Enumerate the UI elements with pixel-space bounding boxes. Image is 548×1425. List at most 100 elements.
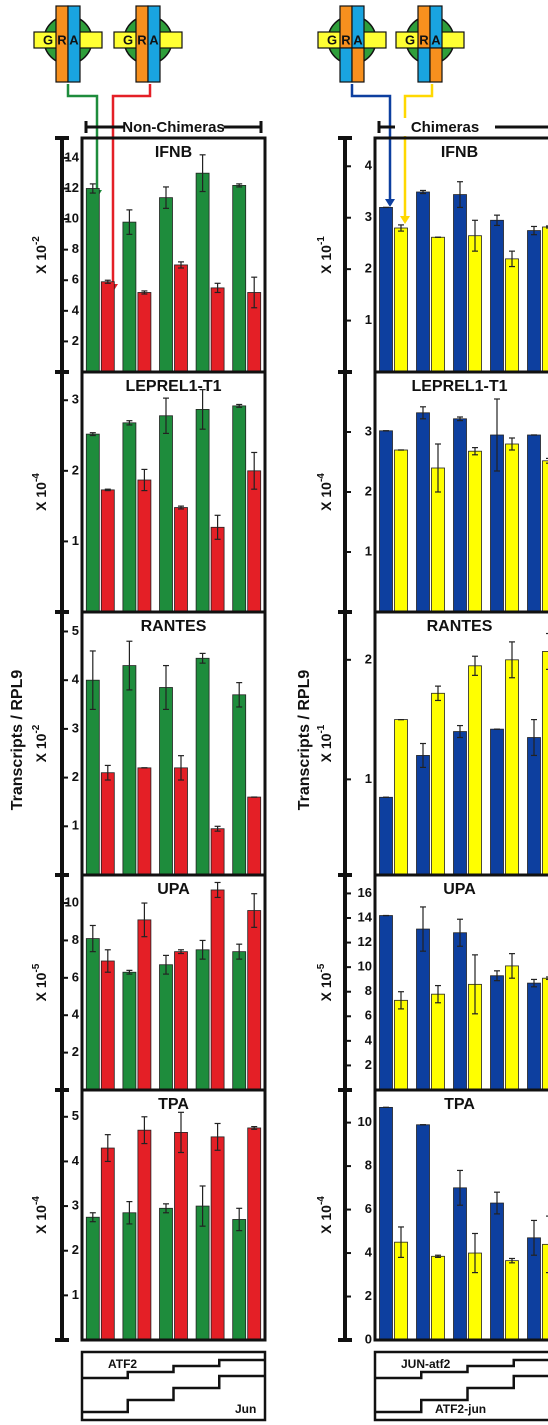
- y-label-exponent: -5: [316, 963, 327, 972]
- y-tick-label: 3: [365, 209, 372, 224]
- y-tick-label: 1: [72, 533, 79, 548]
- bar: [211, 288, 224, 372]
- y-tick-label: 3: [365, 423, 372, 438]
- y-label-exponent: -2: [31, 236, 42, 245]
- bar: [123, 423, 136, 612]
- bar: [454, 933, 467, 1090]
- bar: [123, 1213, 136, 1340]
- y-tick-label: 12: [358, 934, 372, 949]
- bar: [454, 195, 467, 372]
- construct-icons: GRAGRAGRAGRA: [34, 6, 464, 82]
- bar: [417, 413, 430, 612]
- bar: [101, 773, 114, 875]
- bar: [86, 1217, 99, 1340]
- bar: [417, 192, 430, 372]
- y-label-exponent: -5: [31, 963, 42, 972]
- bar: [248, 797, 261, 875]
- icon-letter: G: [405, 32, 415, 47]
- bar: [138, 292, 151, 372]
- y-tick-label: 2: [365, 1057, 372, 1072]
- y-tick-label: 2: [72, 333, 79, 348]
- y-label-exponent: -1: [316, 236, 327, 245]
- icon-strand: [418, 48, 430, 82]
- icon-letter: A: [353, 32, 363, 47]
- y-tick-label: 1: [72, 818, 79, 833]
- bar: [196, 950, 209, 1090]
- y-label-exponent: -4: [31, 473, 42, 482]
- y-tick-label: 2: [72, 1242, 79, 1257]
- y-axis-label: X 10-5: [316, 963, 334, 1001]
- y-tick-label: 14: [65, 149, 80, 164]
- y-tick-label: 4: [72, 1007, 80, 1022]
- icon-letter: R: [137, 32, 147, 47]
- icon-strand: [352, 48, 364, 82]
- bar: [175, 952, 188, 1090]
- y-tick-label: 5: [72, 623, 79, 638]
- y-tick-label: 10: [358, 1114, 372, 1129]
- y-tick-label: 4: [72, 302, 80, 317]
- y-tick-label: 2: [72, 769, 79, 784]
- icon-letter: A: [431, 32, 441, 47]
- y-tick-label: 8: [365, 1158, 372, 1173]
- bar: [491, 976, 504, 1090]
- bar: [543, 978, 548, 1090]
- y-label-base: X 10: [318, 972, 334, 1001]
- bar: [160, 1208, 173, 1340]
- bar: [175, 508, 188, 612]
- y-axis-label: X 10-1: [316, 724, 334, 762]
- y-tick-label: 4: [365, 1244, 373, 1259]
- y-tick-label: 6: [72, 272, 79, 287]
- y-label-base: X 10: [318, 1205, 334, 1234]
- bar: [491, 729, 504, 875]
- y-axis-label: X 10-2: [31, 724, 49, 762]
- bar: [138, 480, 151, 612]
- y-tick-label: 14: [358, 909, 373, 924]
- panel-title: RANTES: [427, 618, 493, 635]
- bar: [380, 207, 393, 372]
- bar: [543, 227, 548, 372]
- icon-letter: R: [341, 32, 351, 47]
- y-tick-label: 1: [365, 312, 372, 327]
- y-tick-label: 4: [72, 672, 80, 687]
- bar: [380, 916, 393, 1090]
- y-axis-label: X 10-4: [316, 1196, 334, 1234]
- bar: [432, 237, 445, 372]
- y-tick-label: 6: [365, 1008, 372, 1023]
- bar: [101, 1148, 114, 1340]
- bar: [160, 687, 173, 875]
- bar: [528, 983, 541, 1090]
- bar: [233, 695, 246, 875]
- bar: [211, 890, 224, 1090]
- bar: [175, 265, 188, 372]
- y-label-exponent: -1: [316, 724, 327, 733]
- bar: [528, 231, 541, 372]
- icon-letter: G: [327, 32, 337, 47]
- bar: [506, 660, 519, 875]
- bar: [123, 666, 136, 875]
- y-axis-label: X 10-4: [31, 1196, 49, 1234]
- bar: [417, 755, 430, 875]
- panel-title: IFNB: [155, 144, 192, 161]
- icon-letter: G: [123, 32, 133, 47]
- bar: [469, 451, 482, 612]
- panel-title: IFNB: [441, 144, 478, 161]
- panel-title: UPA: [443, 881, 476, 898]
- bar: [454, 732, 467, 875]
- bar: [175, 768, 188, 875]
- bar: [233, 406, 246, 612]
- box-label: ATF2-jun: [435, 1402, 486, 1416]
- bar: [101, 490, 114, 612]
- y-tick-label: 2: [365, 483, 372, 498]
- bar: [86, 188, 99, 372]
- bar: [196, 658, 209, 875]
- bar: [101, 961, 114, 1090]
- bar: [543, 461, 548, 612]
- box-label: ATF2: [108, 1357, 137, 1371]
- y-tick-label: 4: [365, 158, 373, 173]
- bar: [160, 965, 173, 1090]
- y-tick-label: 8: [72, 932, 79, 947]
- bar: [380, 797, 393, 875]
- bar: [417, 1125, 430, 1340]
- bar: [233, 952, 246, 1090]
- box-label: Jun: [235, 1402, 256, 1416]
